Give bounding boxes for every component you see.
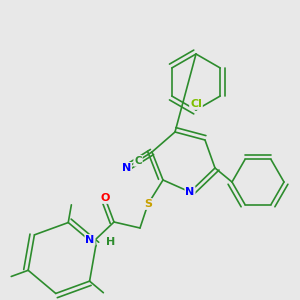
Text: N: N <box>185 187 195 197</box>
Text: Cl: Cl <box>190 99 202 109</box>
Text: N: N <box>122 163 131 173</box>
Text: C: C <box>134 156 142 166</box>
Text: N: N <box>85 235 94 245</box>
Text: H: H <box>106 237 116 247</box>
Text: O: O <box>100 193 110 203</box>
Text: S: S <box>144 199 152 209</box>
